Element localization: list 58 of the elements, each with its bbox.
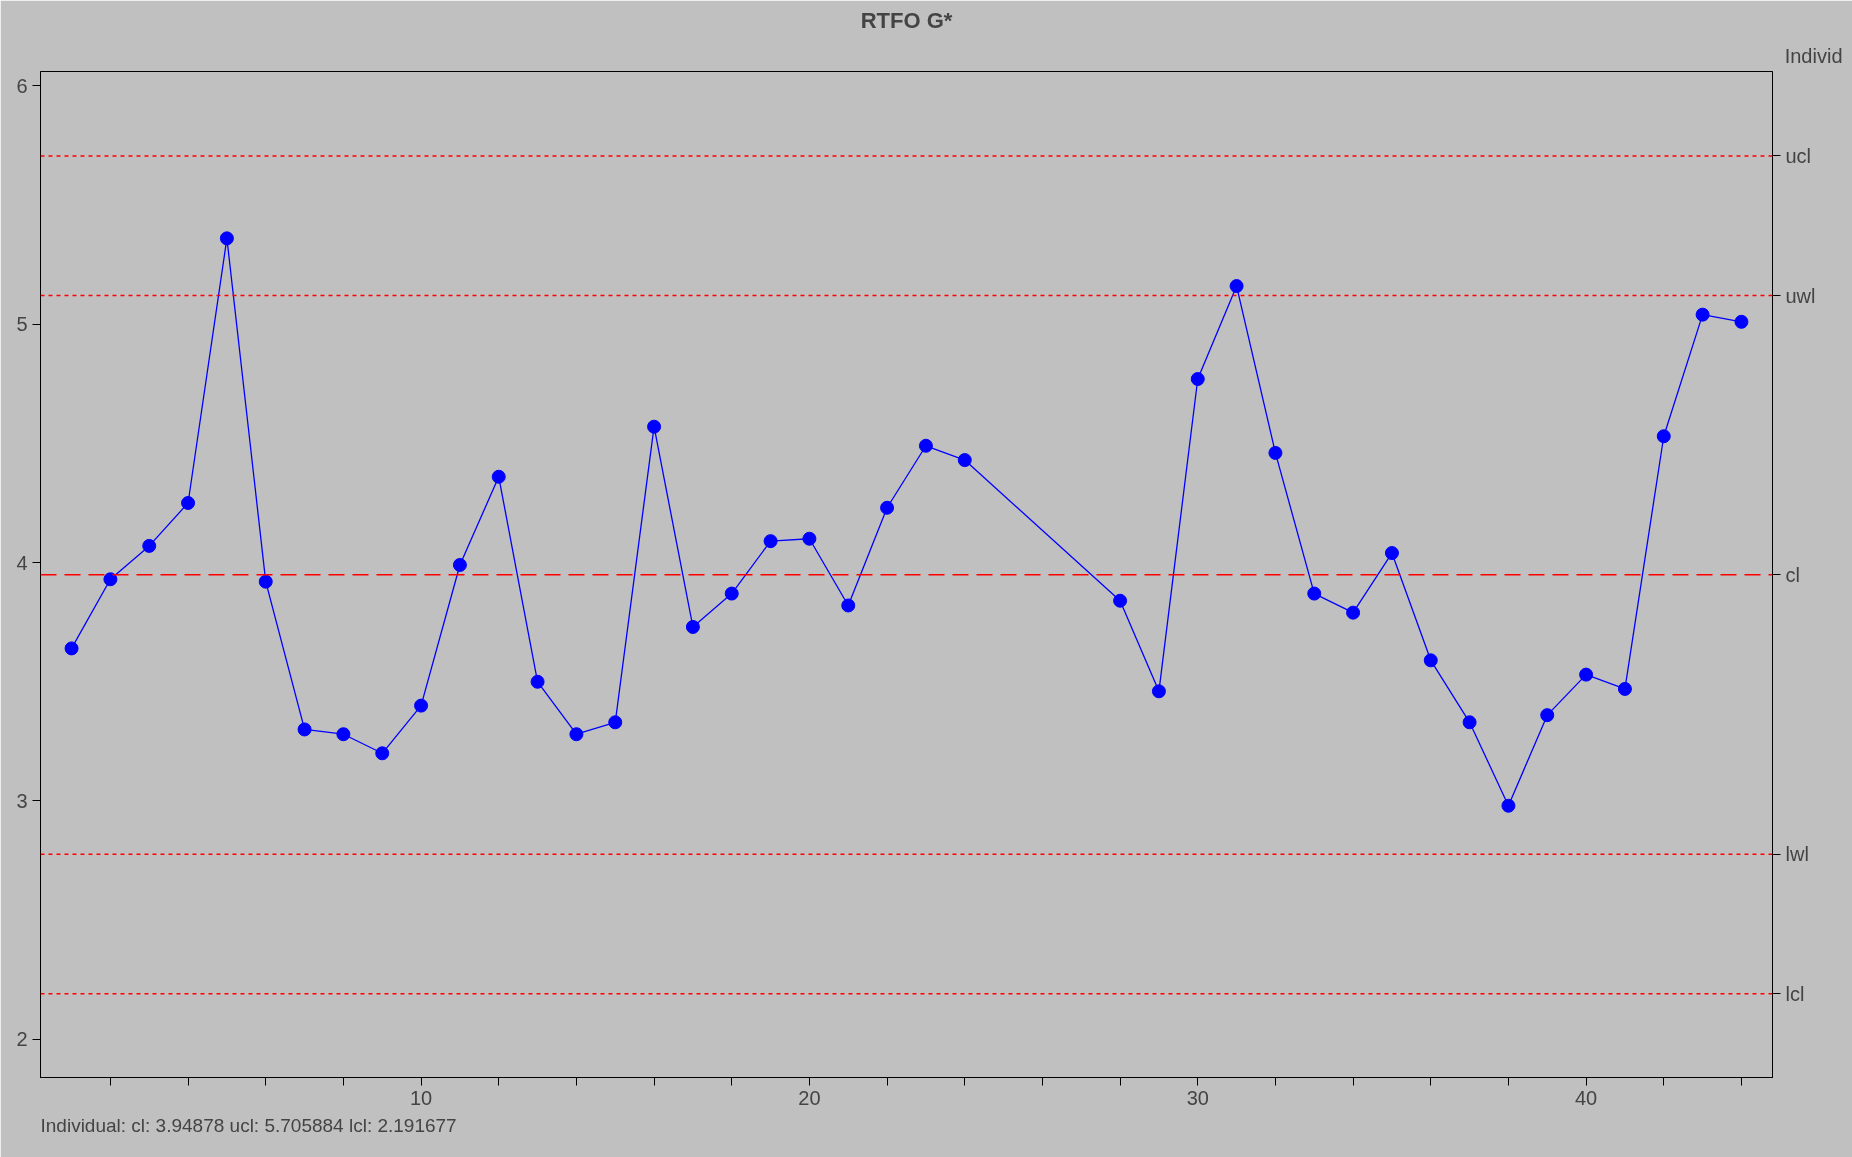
point [1501, 798, 1516, 813]
point [841, 598, 856, 613]
point [452, 557, 467, 572]
point [880, 500, 895, 515]
point [1307, 586, 1322, 601]
point [1190, 372, 1205, 387]
ref-line-label: lcl [1785, 982, 1805, 1005]
y-tick-label: 2 [16, 1028, 28, 1051]
point [336, 727, 351, 742]
point [1384, 546, 1399, 561]
point [763, 534, 778, 549]
chart-title: RTFO G* [860, 7, 953, 33]
point [1229, 279, 1244, 294]
y2-axis-title: Individ [1784, 44, 1843, 67]
point [647, 419, 662, 434]
ref-line-label: lwl [1785, 843, 1809, 866]
point [103, 572, 118, 587]
y-tick-label: 3 [16, 789, 28, 812]
point [297, 722, 312, 737]
point [1695, 307, 1710, 322]
point [1579, 667, 1594, 682]
point [414, 698, 429, 713]
point [957, 453, 972, 468]
x-tick-label: 30 [1186, 1086, 1209, 1109]
y-tick-label: 6 [16, 74, 28, 97]
point [1423, 653, 1438, 668]
point [569, 727, 584, 742]
ref-line-label: cl [1785, 563, 1800, 586]
point [1346, 605, 1361, 620]
point [608, 715, 623, 730]
point [1734, 314, 1749, 329]
point [802, 531, 817, 546]
point [181, 496, 196, 510]
text: Individual: cl: 3.94878 ucl: 5.705884 lcl: 2.191677 [40, 1114, 457, 1136]
x-tick-label: 20 [798, 1086, 821, 1109]
point [219, 231, 234, 246]
point [64, 641, 79, 656]
point [918, 438, 933, 453]
point [375, 746, 390, 761]
point [724, 586, 739, 601]
point [142, 538, 157, 553]
point [1540, 708, 1555, 723]
point [1268, 445, 1283, 460]
point [258, 574, 273, 589]
point [1656, 429, 1671, 444]
y-tick-label: 5 [16, 313, 28, 336]
point [1151, 684, 1166, 699]
point [491, 469, 506, 484]
point [1113, 593, 1128, 608]
ref-line-label: uwl [1785, 284, 1816, 307]
ref-line-label: ucl [1785, 144, 1812, 167]
y-tick-label: 4 [16, 551, 28, 574]
point [1462, 715, 1477, 730]
point [685, 619, 700, 634]
x-tick-label: 40 [1574, 1086, 1598, 1109]
point [1617, 681, 1632, 696]
x-tick-label: 10 [409, 1086, 433, 1109]
point [530, 674, 545, 689]
